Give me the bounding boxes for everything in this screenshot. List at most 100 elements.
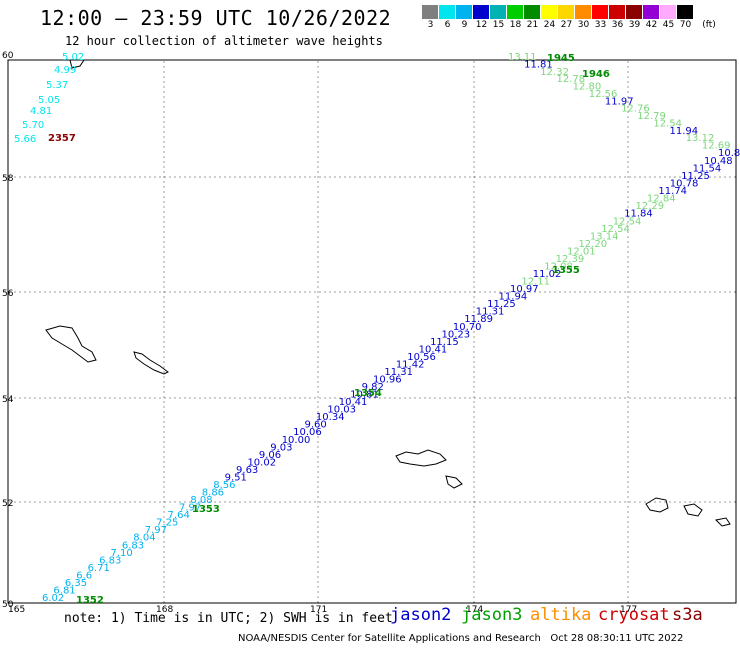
grid-dot (114, 176, 116, 178)
grid-dot (49, 176, 51, 178)
grid-dot (627, 481, 629, 483)
grid-dot (317, 381, 319, 383)
grid-dot (627, 536, 629, 538)
grid-dot (664, 291, 666, 293)
grid-dot (169, 291, 171, 293)
grid-dot (579, 397, 581, 399)
grid-dot (473, 226, 475, 228)
swh-value: 12.54 (601, 224, 630, 235)
grid-dot (114, 501, 116, 503)
grid-dot (714, 501, 716, 503)
grid-dot (269, 397, 271, 399)
grid-dot (539, 397, 541, 399)
grid-dot (627, 526, 629, 528)
swh-value: 6.02 (42, 593, 64, 604)
grid-dot (39, 176, 41, 178)
grid-dot (627, 416, 629, 418)
swh-value: 13.11 (508, 52, 537, 63)
grid-dot (379, 501, 381, 503)
grid-dot (473, 581, 475, 583)
grid-dot (539, 291, 541, 293)
grid-dot (294, 291, 296, 293)
grid-dot (627, 201, 629, 203)
grid-dot (699, 501, 701, 503)
grid-dot (627, 246, 629, 248)
grid-dot (84, 176, 86, 178)
grid-dot (694, 176, 696, 178)
color-scale-unit: (ft) (702, 20, 716, 30)
grid-dot (163, 416, 165, 418)
grid-dot (164, 291, 166, 293)
grid-dot (473, 356, 475, 358)
grid-dot (189, 501, 191, 503)
grid-dot (317, 196, 319, 198)
grid-dot (473, 596, 475, 598)
grid-dot (459, 176, 461, 178)
grid-dot (449, 291, 451, 293)
grid-dot (627, 571, 629, 573)
grid-dot (464, 397, 466, 399)
grid-dot (317, 586, 319, 588)
grid-dot (349, 176, 351, 178)
grid-dot (473, 546, 475, 548)
grid-dot (34, 176, 36, 178)
grid-dot (374, 291, 376, 293)
grid-dot (317, 561, 319, 563)
grid-dot (473, 66, 475, 68)
grid-dot (627, 456, 629, 458)
grid-dot (394, 291, 396, 293)
swh-value: 11.25 (487, 299, 516, 310)
grid-dot (449, 176, 451, 178)
grid-dot (473, 171, 475, 173)
grid-dot (317, 216, 319, 218)
grid-dot (609, 397, 611, 399)
grid-dot (627, 136, 629, 138)
grid-dot (317, 136, 319, 138)
grid-dot (219, 501, 221, 503)
grid-dot (317, 361, 319, 363)
grid-dot (163, 396, 165, 398)
grid-dot (317, 556, 319, 558)
swh-value: 12.29 (636, 201, 665, 212)
grid-dot (317, 166, 319, 168)
grid-dot (627, 431, 629, 433)
grid-dot (473, 261, 475, 263)
grid-dot (163, 181, 165, 183)
grid-dot (627, 596, 629, 598)
grid-dot (627, 241, 629, 243)
grid-dot (59, 291, 61, 293)
grid-dot (163, 246, 165, 248)
grid-dot (627, 556, 629, 558)
grid-dot (317, 156, 319, 158)
grid-dot (129, 291, 131, 293)
grid-dot (729, 397, 731, 399)
credit-line: NOAA/NESDIS Center for Satellite Applica… (238, 633, 684, 644)
grid-dot (569, 501, 571, 503)
grid-dot (163, 436, 165, 438)
grid-dot (84, 291, 86, 293)
grid-dot (163, 386, 165, 388)
grid-dot (317, 306, 319, 308)
grid-dot (627, 336, 629, 338)
grid-dot (169, 501, 171, 503)
grid-dot (384, 501, 386, 503)
grid-dot (644, 501, 646, 503)
grid-dot (163, 546, 165, 548)
grid-dot (317, 266, 319, 268)
grid-dot (529, 397, 531, 399)
grid-dot (473, 106, 475, 108)
swh-value: 5.05 (38, 95, 60, 106)
grid-dot (379, 397, 381, 399)
grid-dot (344, 397, 346, 399)
grid-dot (599, 397, 601, 399)
grid-dot (627, 426, 629, 428)
grid-dot (163, 336, 165, 338)
grid-dot (424, 397, 426, 399)
grid-dot (317, 451, 319, 453)
grid-dot (627, 271, 629, 273)
grid-dot (129, 501, 131, 503)
grid-dot (627, 346, 629, 348)
grid-dot (163, 86, 165, 88)
grid-dot (629, 291, 631, 293)
grid-dot (69, 397, 71, 399)
